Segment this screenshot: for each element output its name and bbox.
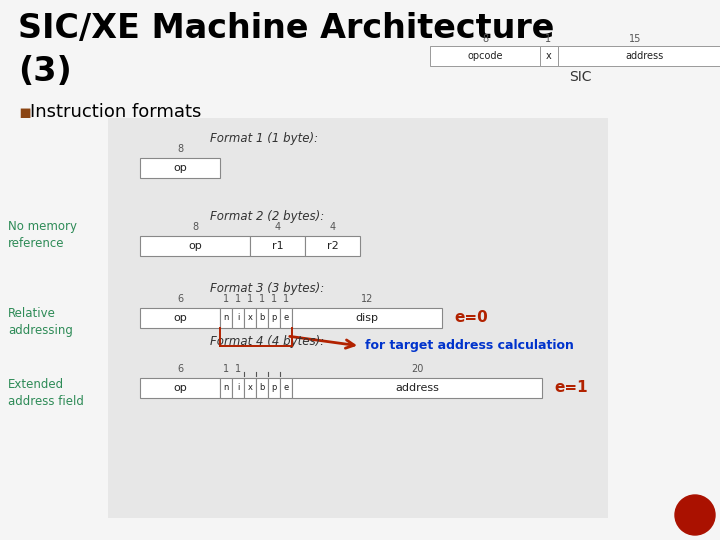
Bar	[256, 308, 268, 328]
Text: opcode: opcode	[467, 51, 503, 61]
Text: No memory
reference: No memory reference	[8, 220, 77, 250]
Text: Extended
address field: Extended address field	[8, 378, 84, 408]
Bar	[232, 378, 244, 398]
Bar	[305, 236, 360, 256]
Text: 20: 20	[411, 364, 423, 374]
Circle shape	[675, 495, 715, 535]
Text: x: x	[546, 51, 552, 61]
Text: 4: 4	[330, 222, 336, 232]
Text: 6: 6	[177, 294, 183, 304]
Bar	[292, 378, 542, 398]
Text: address: address	[625, 51, 663, 61]
Bar	[244, 378, 256, 398]
Text: op: op	[173, 163, 187, 173]
Text: p: p	[271, 314, 276, 322]
Bar	[108, 118, 608, 518]
Text: 6: 6	[177, 364, 183, 374]
Text: Format 1 (1 byte):: Format 1 (1 byte):	[210, 132, 318, 145]
Text: 4: 4	[274, 222, 281, 232]
Text: 12: 12	[361, 294, 373, 304]
Bar	[140, 158, 220, 178]
Bar	[280, 378, 292, 398]
Text: 1: 1	[223, 294, 229, 304]
Text: op: op	[173, 383, 187, 393]
Text: n: n	[223, 383, 229, 393]
Text: 1: 1	[259, 294, 265, 304]
Bar	[140, 308, 220, 328]
Text: Format 3 (3 bytes):: Format 3 (3 bytes):	[210, 282, 324, 295]
Text: 1: 1	[545, 34, 551, 44]
Text: op: op	[173, 313, 187, 323]
Text: 1: 1	[223, 364, 229, 374]
Text: b: b	[259, 383, 265, 393]
Text: Relative
addressing: Relative addressing	[8, 307, 73, 337]
Bar	[558, 46, 720, 66]
Text: 1: 1	[283, 294, 289, 304]
Text: (3): (3)	[18, 55, 72, 88]
Bar	[250, 236, 305, 256]
Bar	[268, 308, 280, 328]
Text: i: i	[237, 314, 239, 322]
Text: address: address	[395, 383, 439, 393]
Bar	[280, 308, 292, 328]
Text: Format 4 (4 bytes):: Format 4 (4 bytes):	[210, 334, 324, 348]
Text: e: e	[284, 383, 289, 393]
Bar	[292, 308, 442, 328]
Text: n: n	[223, 314, 229, 322]
Bar	[140, 378, 220, 398]
Text: SIC: SIC	[569, 70, 591, 84]
Bar	[540, 46, 558, 66]
Text: 1: 1	[235, 294, 241, 304]
Text: x: x	[248, 383, 253, 393]
Text: Instruction formats: Instruction formats	[30, 103, 202, 121]
Bar	[430, 46, 540, 66]
Text: r1: r1	[271, 241, 283, 251]
Bar	[220, 378, 232, 398]
Text: e=0: e=0	[454, 310, 487, 326]
Text: 15: 15	[629, 34, 642, 44]
Text: op: op	[188, 241, 202, 251]
Text: 8: 8	[482, 34, 488, 44]
Text: 8: 8	[192, 222, 198, 232]
Text: SIC/XE Machine Architecture: SIC/XE Machine Architecture	[18, 12, 554, 45]
Bar	[232, 308, 244, 328]
Text: 1: 1	[235, 364, 241, 374]
Bar	[244, 308, 256, 328]
Text: 8: 8	[177, 144, 183, 154]
Text: i: i	[237, 383, 239, 393]
Text: e=1: e=1	[554, 381, 588, 395]
Text: b: b	[259, 314, 265, 322]
Text: disp: disp	[356, 313, 379, 323]
Text: x: x	[248, 314, 253, 322]
Text: 1: 1	[271, 294, 277, 304]
Bar	[220, 308, 232, 328]
Bar	[256, 378, 268, 398]
Text: r2: r2	[327, 241, 338, 251]
Text: e: e	[284, 314, 289, 322]
Bar	[140, 236, 250, 256]
Text: Format 2 (2 bytes):: Format 2 (2 bytes):	[210, 210, 324, 223]
Text: p: p	[271, 383, 276, 393]
Text: ▪: ▪	[18, 103, 31, 122]
Bar	[268, 378, 280, 398]
Text: for target address calculation: for target address calculation	[365, 340, 574, 353]
Text: 1: 1	[247, 294, 253, 304]
